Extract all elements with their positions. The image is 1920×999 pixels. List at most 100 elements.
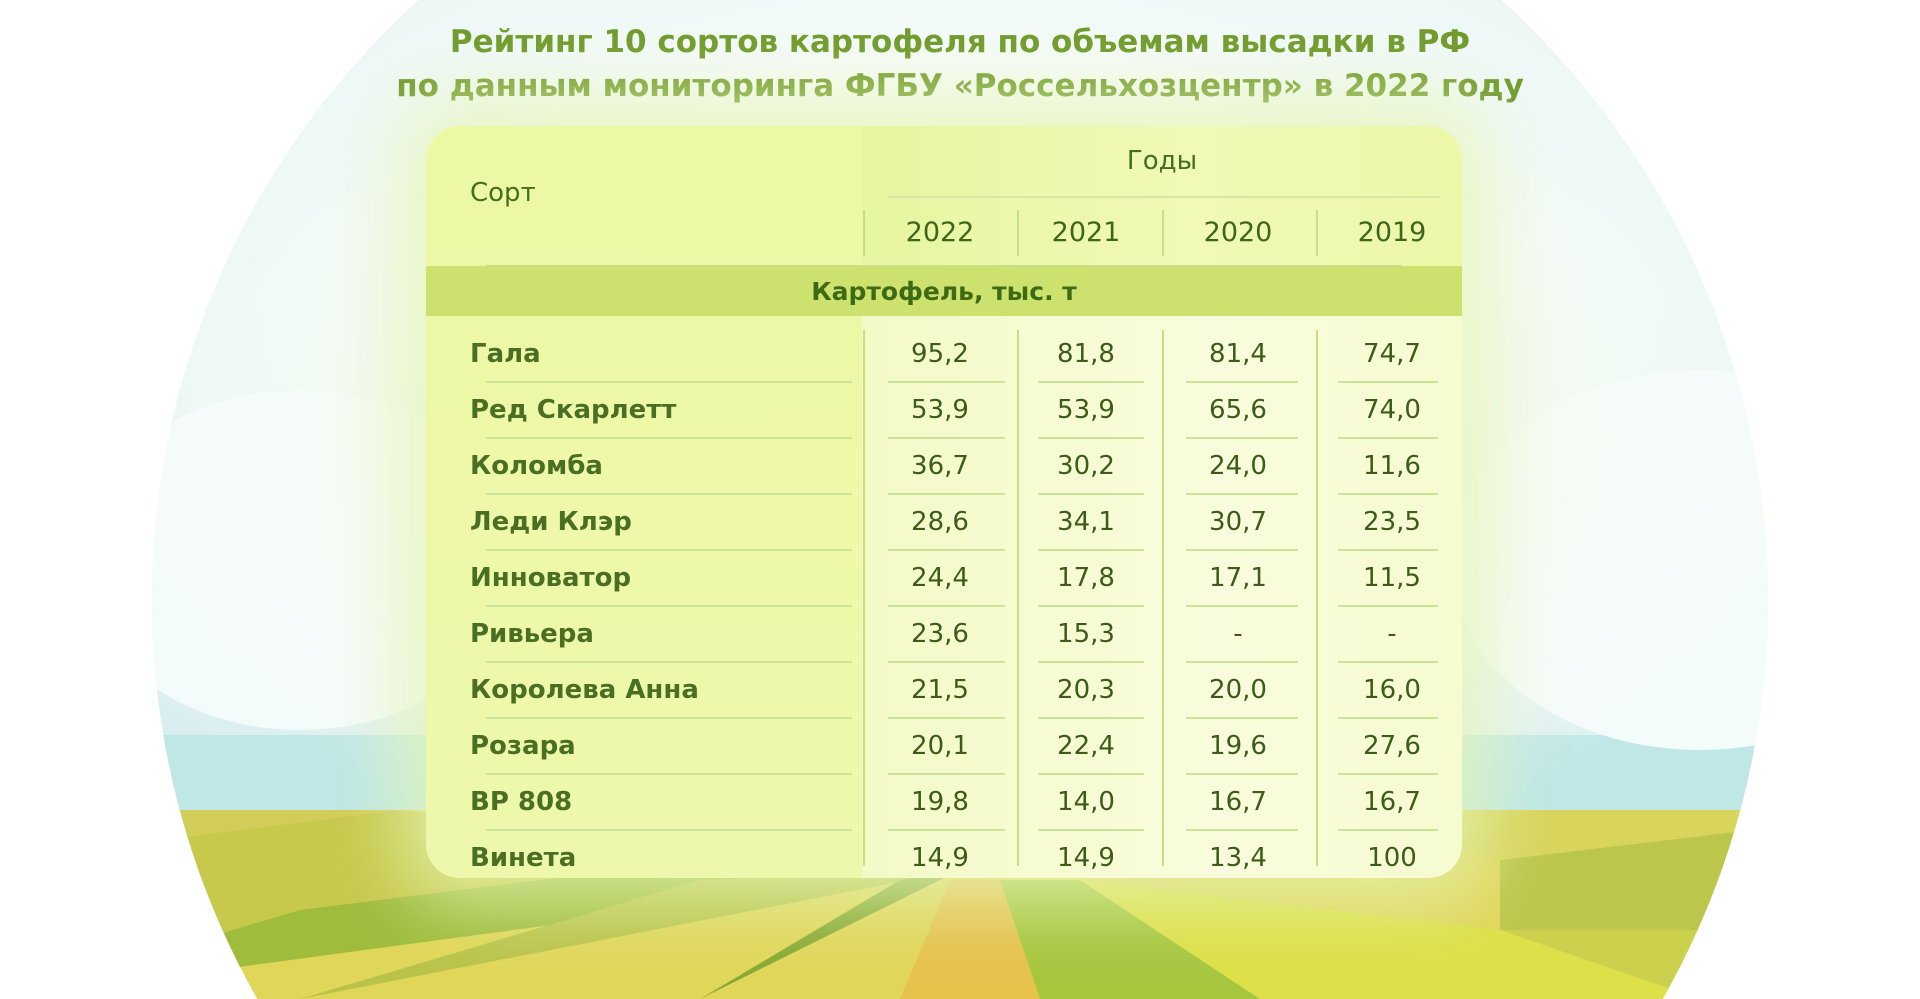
- row-divider: [1038, 661, 1144, 663]
- body-column-separator: [1162, 330, 1164, 866]
- row-divider: [1338, 717, 1438, 719]
- row-label: Ред Скарлетт: [470, 395, 677, 425]
- table-cell: 16,7: [1209, 787, 1267, 817]
- row-divider: [1186, 381, 1298, 383]
- years-divider: [888, 196, 1440, 198]
- row-divider: [888, 381, 1005, 383]
- table-cell: -: [1233, 619, 1243, 649]
- row-divider: [1338, 773, 1438, 775]
- row-divider: [486, 717, 852, 719]
- table-cell: 14,0: [1057, 787, 1115, 817]
- row-divider: [1338, 549, 1438, 551]
- table-cell: -: [1387, 619, 1397, 649]
- header-column-separator: [1162, 210, 1164, 256]
- row-header-label: Сорт: [470, 178, 536, 208]
- row-divider: [486, 661, 852, 663]
- table-cell: 65,6: [1209, 395, 1267, 425]
- table-cell: 11,6: [1363, 451, 1421, 481]
- row-divider: [888, 605, 1005, 607]
- row-label: Коломба: [470, 451, 603, 481]
- table-cell: 21,5: [911, 675, 969, 705]
- row-label: Розара: [470, 731, 576, 761]
- row-divider: [888, 437, 1005, 439]
- row-divider: [486, 605, 852, 607]
- row-divider: [888, 773, 1005, 775]
- table-cell: 17,8: [1057, 563, 1115, 593]
- table-cell: 11,5: [1363, 563, 1421, 593]
- table-cell: 28,6: [911, 507, 969, 537]
- row-divider: [1038, 829, 1144, 831]
- table-cell: 15,3: [1057, 619, 1115, 649]
- header-column-separator: [1017, 210, 1019, 256]
- row-divider: [1186, 773, 1298, 775]
- row-divider: [1338, 605, 1438, 607]
- table-cell: 74,7: [1363, 339, 1421, 369]
- table-cell: 13,4: [1209, 843, 1267, 873]
- row-divider: [1186, 661, 1298, 663]
- row-divider: [1038, 437, 1144, 439]
- year-header-2022: 2022: [905, 217, 975, 248]
- header-column-separator: [1316, 210, 1318, 256]
- table-cell: 20,0: [1209, 675, 1267, 705]
- row-divider: [1338, 381, 1438, 383]
- row-divider: [1186, 493, 1298, 495]
- section-label: Картофель, тыс. т: [811, 276, 1077, 306]
- row-divider: [486, 549, 852, 551]
- header-column-separator: [863, 210, 865, 256]
- row-label: Гала: [470, 339, 541, 369]
- row-label: Леди Клэр: [470, 507, 632, 537]
- table-cell: 53,9: [1057, 395, 1115, 425]
- row-label: BP 808: [470, 787, 573, 817]
- row-label: Винета: [470, 843, 577, 873]
- table-cell: 22,4: [1057, 731, 1115, 761]
- row-label: Инноватор: [470, 563, 632, 593]
- table-cell: 23,5: [1363, 507, 1421, 537]
- table-cell: 24,0: [1209, 451, 1267, 481]
- table-cell: 20,1: [911, 731, 969, 761]
- table-cell: 74,0: [1363, 395, 1421, 425]
- row-divider: [888, 549, 1005, 551]
- row-divider: [486, 829, 852, 831]
- row-divider: [1186, 829, 1298, 831]
- chart-subtitle: по данным мониторинга ФГБУ «Россельхозце…: [396, 68, 1524, 104]
- table-cell: 27,6: [1363, 731, 1421, 761]
- row-divider: [1186, 437, 1298, 439]
- table-cell: 34,1: [1057, 507, 1115, 537]
- chart-title: Рейтинг 10 сортов картофеля по объемам в…: [449, 24, 1471, 60]
- row-divider: [1038, 773, 1144, 775]
- row-divider: [1038, 381, 1144, 383]
- row-divider: [888, 829, 1005, 831]
- row-divider: [1038, 717, 1144, 719]
- row-divider: [888, 717, 1005, 719]
- table-cell: 36,7: [911, 451, 969, 481]
- row-divider: [1038, 605, 1144, 607]
- row-divider: [486, 773, 852, 775]
- row-divider: [1338, 661, 1438, 663]
- body-column-separator: [1316, 330, 1318, 866]
- table-cell: 19,8: [911, 787, 969, 817]
- table-cell: 24,4: [911, 563, 969, 593]
- table-card: Сорт Годы Картофель, тыс. т 2022 2021 2020…: [426, 126, 1462, 878]
- row-divider: [486, 381, 852, 383]
- row-divider: [1186, 717, 1298, 719]
- table-cell: 81,8: [1057, 339, 1115, 369]
- years-group-label: Годы: [1126, 146, 1198, 176]
- table-cell: 14,9: [911, 843, 969, 873]
- row-divider: [1338, 437, 1438, 439]
- row-divider: [1038, 549, 1144, 551]
- section-bar: Картофель, тыс. т: [426, 266, 1462, 316]
- row-divider: [486, 437, 852, 439]
- table-cell: 17,1: [1209, 563, 1267, 593]
- row-label: Ривьера: [470, 619, 594, 649]
- row-divider: [1186, 605, 1298, 607]
- header-divider: [486, 265, 1402, 267]
- year-header-2021: 2021: [1051, 217, 1121, 248]
- row-divider: [888, 493, 1005, 495]
- body-column-separator: [863, 330, 865, 866]
- table-cell: 23,6: [911, 619, 969, 649]
- row-divider: [1338, 493, 1438, 495]
- table-cell: 16,0: [1363, 675, 1421, 705]
- body-column-separator: [1017, 330, 1019, 866]
- table-cell: 16,7: [1363, 787, 1421, 817]
- row-divider: [888, 661, 1005, 663]
